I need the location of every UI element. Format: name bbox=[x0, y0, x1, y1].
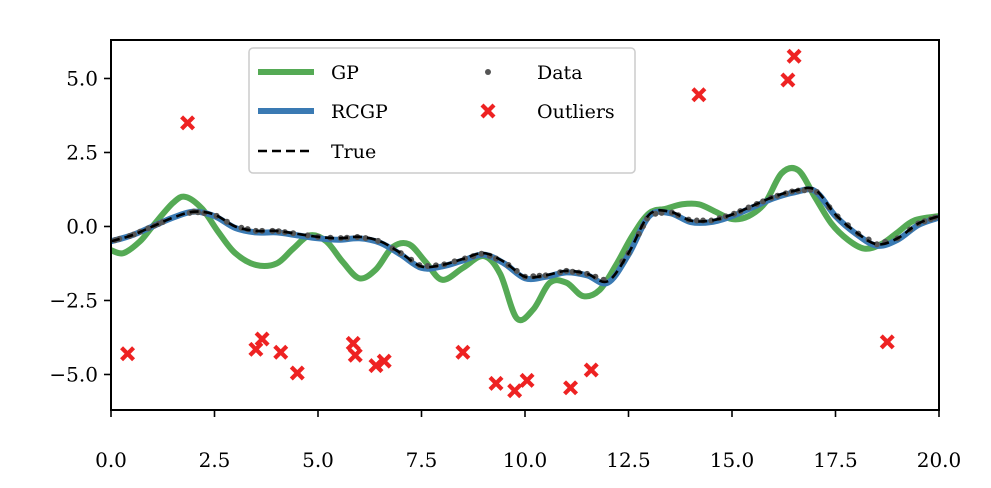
x-tick-label: 17.5 bbox=[813, 448, 858, 472]
outlier-marker bbox=[563, 380, 579, 396]
legend-gp-label: GP bbox=[331, 62, 359, 84]
outlier-marker bbox=[519, 372, 535, 388]
legend-data-swatch bbox=[485, 69, 491, 75]
y-tick-label: 2.5 bbox=[66, 140, 98, 164]
outlier-marker bbox=[368, 358, 384, 374]
x-tick-label: 12.5 bbox=[606, 448, 651, 472]
legend: GP RCGP True Data Outliers bbox=[248, 47, 636, 174]
x-axis-ticks: 0.0 2.5 5.0 7.5 10.0 12.5 15.0 17.5 20.0 bbox=[95, 410, 961, 472]
outlier-marker bbox=[254, 331, 270, 347]
y-tick-label: 0.0 bbox=[66, 214, 98, 238]
y-axis-ticks: 5.0 2.5 0.0 −2.5 −5.0 bbox=[49, 66, 111, 386]
x-tick-label: 7.5 bbox=[406, 448, 438, 472]
x-tick-label: 2.5 bbox=[199, 448, 231, 472]
y-tick-label: 5.0 bbox=[66, 66, 98, 90]
outlier-marker bbox=[507, 383, 523, 399]
x-tick-label: 15.0 bbox=[710, 448, 755, 472]
data-point bbox=[451, 258, 458, 265]
outlier-marker bbox=[583, 362, 599, 378]
data-point bbox=[362, 235, 369, 242]
outlier-marker bbox=[488, 375, 504, 391]
data-point bbox=[424, 263, 431, 269]
data-point bbox=[722, 213, 729, 220]
outlier-marker bbox=[273, 344, 289, 360]
legend-rcgp-label: RCGP bbox=[331, 101, 388, 123]
x-tick-label: 5.0 bbox=[302, 448, 334, 472]
outlier-marker bbox=[879, 334, 895, 350]
y-tick-label: −5.0 bbox=[49, 362, 98, 386]
outlier-marker bbox=[786, 48, 802, 64]
series-outliers bbox=[120, 48, 895, 399]
legend-outliers-label: Outliers bbox=[537, 101, 615, 123]
legend-frame bbox=[248, 47, 636, 174]
plot-series bbox=[111, 48, 939, 399]
legend-true-label: True bbox=[331, 141, 376, 163]
outlier-marker bbox=[345, 335, 361, 351]
data-point bbox=[375, 237, 382, 244]
data-point bbox=[145, 225, 152, 232]
data-point bbox=[304, 232, 311, 239]
y-tick-label: −2.5 bbox=[49, 288, 98, 312]
x-tick-label: 20.0 bbox=[917, 448, 962, 472]
outlier-marker bbox=[691, 87, 707, 103]
series-true-line bbox=[111, 186, 939, 284]
data-point bbox=[223, 218, 230, 225]
data-point bbox=[478, 250, 485, 257]
outlier-marker bbox=[248, 341, 264, 357]
outlier-marker bbox=[180, 115, 196, 131]
outlier-marker bbox=[289, 365, 305, 381]
data-point bbox=[693, 217, 700, 224]
x-tick-label: 10.0 bbox=[503, 448, 548, 472]
outlier-marker bbox=[120, 346, 136, 362]
x-tick-label: 0.0 bbox=[95, 448, 127, 472]
legend-outliers-swatch bbox=[480, 103, 496, 119]
outlier-marker bbox=[780, 72, 796, 88]
outlier-marker bbox=[455, 344, 471, 360]
outlier-marker bbox=[347, 347, 363, 363]
legend-data-label: Data bbox=[537, 62, 583, 84]
data-point bbox=[668, 209, 675, 216]
series-gp-line bbox=[111, 165, 939, 324]
outlier-marker bbox=[376, 353, 392, 369]
